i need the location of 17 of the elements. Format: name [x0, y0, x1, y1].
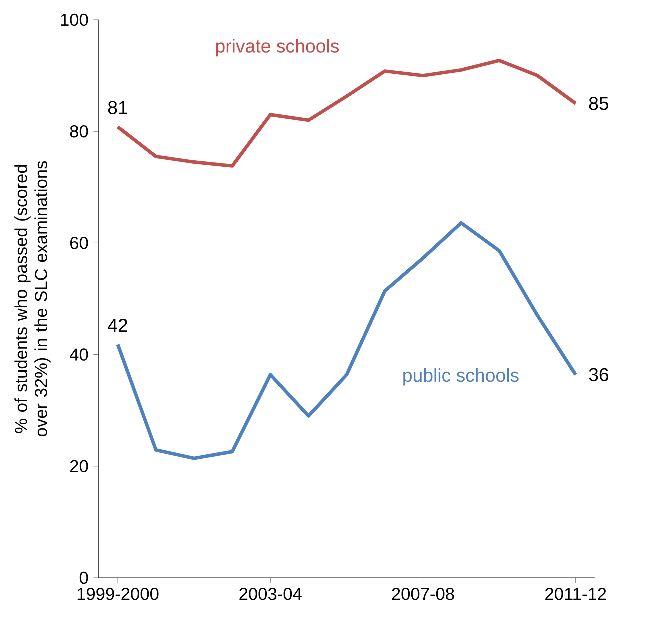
x-tick-label: 2003-04	[240, 588, 302, 600]
y-tick-label: 40	[70, 348, 88, 361]
y-tick-label: 60	[70, 237, 88, 250]
data-label: 81	[108, 101, 128, 114]
x-tick-label: 1999-2000	[78, 588, 159, 600]
y-tick-label: 20	[70, 460, 88, 473]
data-label: 36	[589, 368, 608, 382]
x-tick-label: 2007-08	[392, 588, 454, 600]
y-axis-title: % of students who passed (scored over 32%) in the SLC examinations	[14, 161, 51, 437]
y-tick-label: 80	[70, 125, 88, 138]
y-tick-label: 0	[80, 572, 88, 584]
data-label: 42	[108, 318, 128, 332]
text: private schools	[216, 39, 340, 57]
y-tick-label: 100	[61, 14, 88, 26]
text: public schools	[404, 368, 519, 386]
data-label: 85	[589, 97, 609, 110]
x-tick-label: 2011-12	[546, 588, 606, 600]
